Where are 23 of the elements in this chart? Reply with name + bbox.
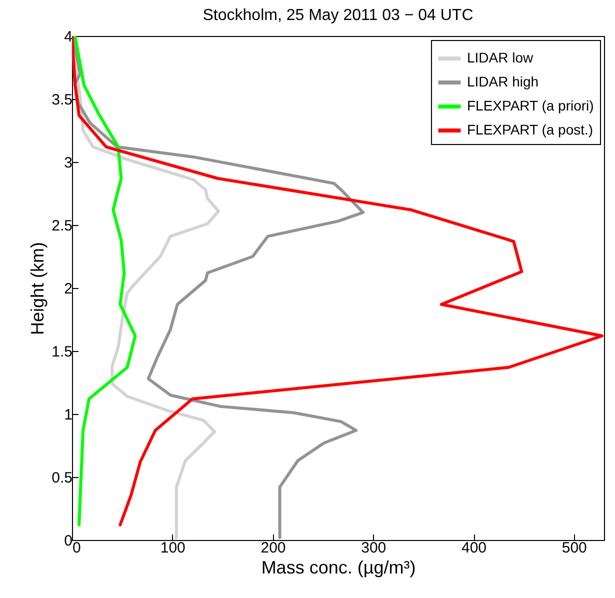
legend-label: LIDAR high [467, 74, 539, 90]
y-axis-title: Height (km) [28, 242, 48, 336]
line-series [72, 36, 365, 539]
x-tick-label: 500 [562, 540, 587, 556]
x-axis-title: Mass conc. (µg/m³) [261, 558, 416, 578]
y-tick-label: 4 [64, 28, 72, 46]
y-tick-label: 2 [64, 280, 72, 298]
x-tick-label: 400 [461, 540, 487, 556]
x-tick-label: 100 [160, 540, 186, 556]
chart-title: Stockholm, 25 May 2011 03 − 04 UTC [202, 7, 474, 24]
legend-label: FLEXPART (a post.) [467, 122, 594, 138]
legend-label: FLEXPART (a priori) [467, 98, 594, 114]
x-tick-label: 200 [260, 540, 286, 556]
line-series [74, 36, 137, 526]
x-tick-label: 300 [361, 540, 386, 556]
y-tick-label: 1 [64, 406, 72, 424]
y-tick-label: 1.5 [52, 344, 72, 360]
y-tick-label: 3.5 [52, 92, 72, 108]
y-tick-label: 3 [64, 154, 72, 172]
legend-label: LIDAR low [467, 50, 534, 66]
line-series [72, 36, 604, 526]
y-tick-label: 2.5 [52, 218, 72, 234]
y-tick-label: 0.5 [52, 470, 72, 486]
